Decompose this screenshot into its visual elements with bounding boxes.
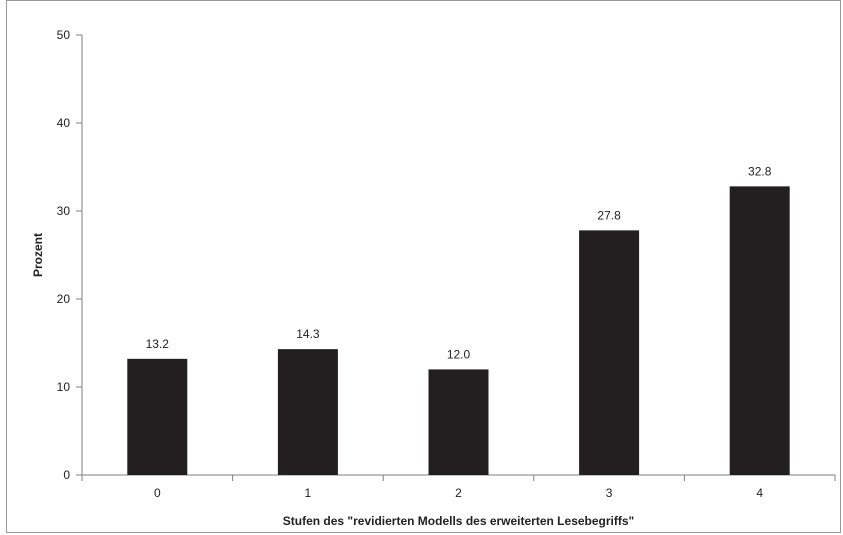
data-label: 12.0 bbox=[447, 347, 471, 361]
bar bbox=[729, 186, 790, 476]
y-axis-title: Prozent bbox=[31, 233, 45, 277]
x-tick-label: 3 bbox=[606, 486, 613, 500]
bar bbox=[277, 349, 338, 475]
x-axis-title: Stufen des "revidierten Modells des erwe… bbox=[283, 514, 634, 528]
x-axis: 0 1 2 3 4 bbox=[81, 474, 836, 500]
data-labels: 13.2 14.3 12.0 27.8 32.8 bbox=[146, 164, 772, 361]
data-label: 13.2 bbox=[146, 337, 170, 351]
chart-frame bbox=[6, 0, 841, 533]
x-tick-label: 2 bbox=[455, 486, 462, 500]
data-label: 14.3 bbox=[296, 327, 320, 341]
bars bbox=[127, 186, 790, 476]
y-axis: 0 10 20 30 40 50 bbox=[57, 28, 83, 482]
y-tick-label: 50 bbox=[57, 28, 71, 42]
y-tick-label: 30 bbox=[57, 204, 71, 218]
x-tick-label: 0 bbox=[154, 486, 161, 500]
y-tick-label: 0 bbox=[63, 468, 70, 482]
y-tick-label: 20 bbox=[57, 292, 71, 306]
x-tick-label: 1 bbox=[305, 486, 312, 500]
y-tick-label: 40 bbox=[57, 116, 71, 130]
bar bbox=[127, 358, 188, 475]
bar bbox=[579, 230, 640, 475]
x-tick-label: 4 bbox=[756, 486, 763, 500]
data-label: 32.8 bbox=[748, 164, 772, 178]
bar bbox=[428, 369, 489, 475]
data-label: 27.8 bbox=[597, 208, 621, 222]
y-tick-label: 10 bbox=[57, 380, 71, 394]
